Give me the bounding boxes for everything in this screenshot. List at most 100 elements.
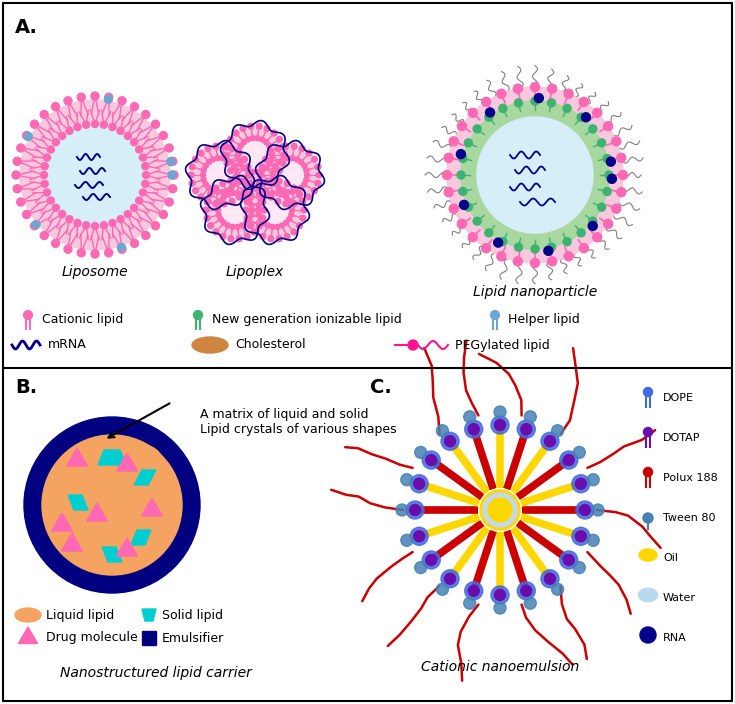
- Circle shape: [269, 157, 274, 163]
- Circle shape: [43, 123, 147, 227]
- Circle shape: [244, 215, 250, 221]
- Circle shape: [257, 222, 262, 229]
- Circle shape: [541, 432, 559, 451]
- Circle shape: [260, 199, 266, 205]
- Circle shape: [124, 210, 132, 218]
- Text: Tween 80: Tween 80: [663, 513, 715, 523]
- Circle shape: [215, 208, 220, 213]
- Circle shape: [488, 498, 512, 522]
- Circle shape: [229, 160, 234, 165]
- Circle shape: [259, 168, 265, 173]
- Circle shape: [241, 188, 248, 194]
- Circle shape: [218, 199, 223, 203]
- Circle shape: [249, 208, 254, 213]
- Circle shape: [64, 245, 72, 253]
- Circle shape: [275, 191, 280, 196]
- Circle shape: [284, 181, 290, 187]
- Circle shape: [464, 411, 476, 423]
- Circle shape: [51, 239, 60, 247]
- Ellipse shape: [121, 472, 143, 487]
- Circle shape: [169, 184, 177, 193]
- Circle shape: [221, 220, 226, 225]
- Circle shape: [276, 178, 282, 184]
- Circle shape: [301, 207, 307, 213]
- Circle shape: [271, 168, 276, 172]
- Text: A.: A.: [15, 18, 38, 37]
- Circle shape: [572, 474, 590, 493]
- Circle shape: [644, 387, 653, 396]
- Circle shape: [66, 127, 73, 134]
- Polygon shape: [51, 513, 72, 531]
- Circle shape: [256, 123, 262, 130]
- Circle shape: [233, 130, 239, 136]
- Circle shape: [280, 161, 286, 166]
- Text: DOPE: DOPE: [663, 393, 694, 403]
- Circle shape: [251, 185, 257, 191]
- Circle shape: [40, 111, 49, 118]
- Circle shape: [592, 108, 602, 118]
- Ellipse shape: [638, 588, 658, 602]
- Circle shape: [159, 210, 168, 218]
- Circle shape: [221, 194, 226, 200]
- Circle shape: [468, 424, 479, 434]
- Polygon shape: [87, 503, 107, 521]
- Circle shape: [422, 451, 440, 469]
- Circle shape: [220, 189, 225, 194]
- Circle shape: [41, 163, 49, 170]
- Circle shape: [306, 150, 312, 156]
- Circle shape: [606, 157, 615, 166]
- Circle shape: [268, 194, 274, 200]
- Circle shape: [32, 220, 40, 229]
- Circle shape: [410, 527, 429, 546]
- Circle shape: [245, 137, 251, 142]
- Circle shape: [225, 188, 229, 193]
- Circle shape: [457, 122, 466, 131]
- Circle shape: [236, 236, 242, 241]
- Circle shape: [545, 436, 556, 447]
- Circle shape: [576, 501, 594, 519]
- Circle shape: [198, 150, 204, 156]
- Circle shape: [47, 197, 54, 204]
- Circle shape: [499, 104, 507, 113]
- Circle shape: [270, 225, 275, 230]
- Circle shape: [494, 238, 503, 247]
- Circle shape: [534, 94, 543, 103]
- Circle shape: [251, 229, 257, 235]
- Circle shape: [422, 551, 440, 569]
- Circle shape: [256, 181, 262, 187]
- Circle shape: [151, 222, 159, 230]
- Polygon shape: [131, 530, 151, 545]
- Circle shape: [118, 96, 126, 105]
- Circle shape: [229, 129, 281, 181]
- Circle shape: [264, 139, 268, 144]
- Circle shape: [236, 178, 242, 184]
- Circle shape: [118, 244, 126, 251]
- Circle shape: [213, 229, 219, 235]
- Circle shape: [497, 252, 506, 260]
- Polygon shape: [67, 448, 87, 466]
- Circle shape: [229, 185, 234, 190]
- Circle shape: [210, 157, 215, 162]
- Circle shape: [203, 158, 237, 192]
- Text: RNA: RNA: [663, 633, 686, 643]
- Circle shape: [235, 153, 240, 158]
- Circle shape: [315, 180, 320, 186]
- Polygon shape: [68, 495, 88, 510]
- Circle shape: [207, 191, 214, 197]
- Circle shape: [587, 534, 599, 546]
- Circle shape: [117, 127, 124, 134]
- Circle shape: [531, 245, 539, 253]
- Circle shape: [548, 243, 556, 251]
- Polygon shape: [142, 609, 156, 621]
- Circle shape: [290, 189, 295, 194]
- Circle shape: [271, 177, 276, 182]
- Circle shape: [612, 137, 621, 146]
- Circle shape: [577, 229, 585, 237]
- Circle shape: [524, 597, 537, 609]
- Circle shape: [290, 208, 295, 213]
- Circle shape: [74, 220, 81, 227]
- Circle shape: [232, 182, 237, 187]
- Circle shape: [426, 455, 437, 465]
- Circle shape: [240, 192, 245, 197]
- Circle shape: [592, 504, 604, 516]
